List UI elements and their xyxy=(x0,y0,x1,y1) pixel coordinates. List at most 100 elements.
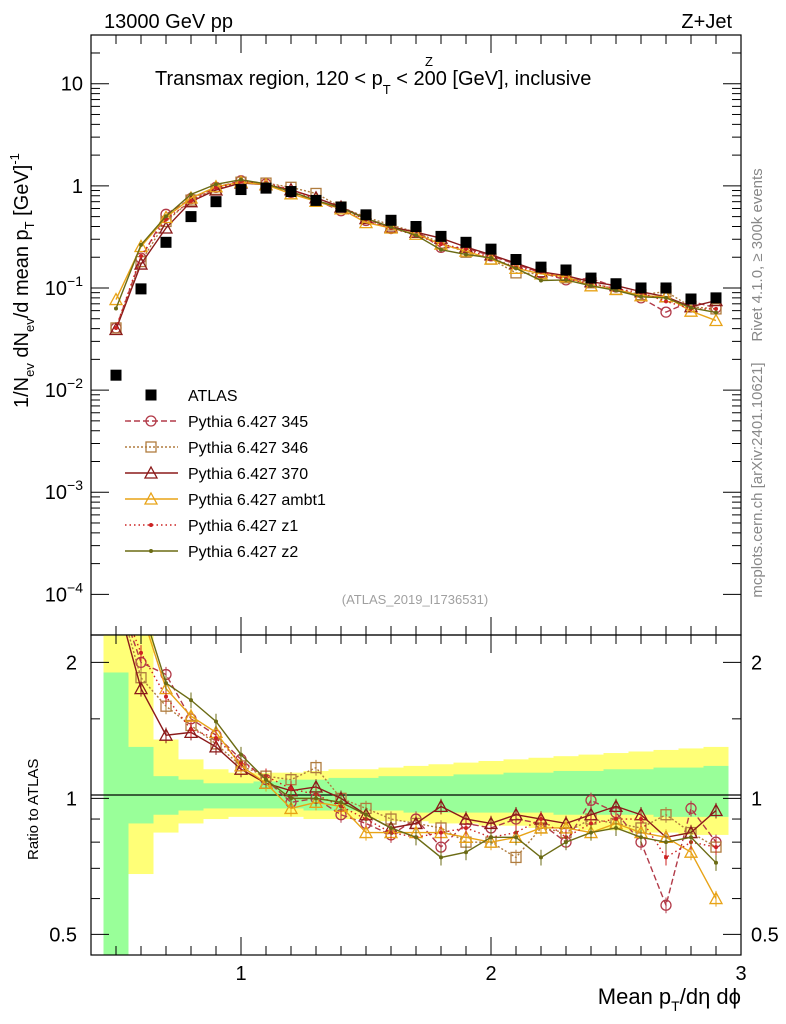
region-title-sub: T xyxy=(383,82,391,97)
main-series-point xyxy=(114,325,118,330)
y-main-axis-label: 1/Nev dNev/d mean pT [GeV]-1 xyxy=(7,153,37,408)
main-series-point xyxy=(139,242,143,247)
svg-text:Mean pT/dη dϕ: Mean pT/dη dϕ xyxy=(598,984,741,1014)
main-series-point xyxy=(158,210,174,224)
atlas-data-point xyxy=(360,209,372,221)
main-series-line xyxy=(115,181,717,322)
main-series-point xyxy=(589,283,593,288)
main-series-point xyxy=(133,239,149,253)
ratio-series-point xyxy=(189,727,193,732)
atlas-data-point xyxy=(135,283,147,295)
ratio-series-point xyxy=(264,777,268,782)
ratio-tick-label-right: 2 xyxy=(751,652,762,674)
legend: ATLAS Pythia 6.427 345 Pythia 6.427 346 Pyt… xyxy=(125,388,326,561)
x-tick-label: 3 xyxy=(735,963,746,985)
ratio-series-point xyxy=(164,681,168,686)
ratio-series-point xyxy=(464,825,468,830)
atlas-data-point xyxy=(610,278,622,290)
ratio-series-point xyxy=(489,835,493,840)
ratio-series-point xyxy=(239,752,243,757)
x-tick-label: 2 xyxy=(485,963,496,985)
ratio-series-point xyxy=(208,739,224,753)
main-series-point xyxy=(614,288,618,293)
main-series-point xyxy=(664,295,668,300)
main-series-point xyxy=(214,186,218,191)
atlas-data-point xyxy=(185,211,197,223)
atlas-data-point xyxy=(460,236,472,248)
main-series-point xyxy=(389,224,393,229)
legend-entry: Pythia 6.427 345 xyxy=(125,414,308,431)
ratio-series-point xyxy=(708,891,724,905)
ratio-series-point xyxy=(139,602,143,606)
ratio-series-point xyxy=(364,812,368,817)
legend-label: Pythia 6.427 370 xyxy=(188,466,308,483)
main-series-point xyxy=(514,266,518,271)
ratio-tick-label: 2 xyxy=(66,652,77,674)
main-series-point xyxy=(108,322,124,336)
ratio-series-point xyxy=(464,850,468,855)
main-series-line xyxy=(115,180,716,329)
ratio-series-point xyxy=(639,817,643,822)
ratio-series-point xyxy=(233,758,249,772)
y-tick-label: 1 xyxy=(72,176,83,198)
main-series-point xyxy=(189,199,193,204)
atlas-data-point xyxy=(285,186,297,198)
legend-label: Pythia 6.427 346 xyxy=(188,440,308,457)
atlas-data-point xyxy=(160,236,172,248)
main-series-point xyxy=(114,306,118,311)
main-series-point xyxy=(539,278,543,283)
main-series-point xyxy=(439,247,443,252)
ratio-series-point xyxy=(539,855,543,860)
main-series-point xyxy=(564,277,568,282)
ratio-series-point xyxy=(214,719,218,724)
ratio-band-inner xyxy=(403,776,429,813)
main-series-point xyxy=(464,252,468,257)
svg-text:Transmax region, 120 < pT < 20: Transmax region, 120 < pT < 200 [GeV], i… xyxy=(155,68,591,97)
ratio-series-point xyxy=(358,825,374,839)
ratio-tick-label-right: 0.5 xyxy=(751,924,779,946)
legend-entry: Pythia 6.427 370 xyxy=(125,465,308,483)
main-series-line xyxy=(115,180,717,329)
atlas-data-point xyxy=(635,282,647,294)
ratio-series-point xyxy=(689,835,693,840)
ratio-tick-label: 0.5 xyxy=(49,924,77,946)
ratio-band-inner xyxy=(503,772,529,813)
ratio-series-point xyxy=(564,840,568,845)
main-series-point xyxy=(714,310,718,315)
atlas-data-point xyxy=(435,230,447,242)
ratio-series-point xyxy=(533,820,549,834)
ratio-series-point xyxy=(664,855,668,860)
x-axis-label: Mean pT/dη dϕ xyxy=(598,984,741,1014)
ratio-series-point xyxy=(660,809,672,821)
main-series-point xyxy=(414,233,418,238)
ratio-series-point xyxy=(183,708,199,722)
ratio-tick-label-right: 1 xyxy=(751,788,762,810)
ratio-series-point xyxy=(439,830,443,835)
legend-marker xyxy=(145,389,157,401)
main-series-point xyxy=(189,192,193,197)
rivet-side-label: Rivet 4.1.0, ≥ 300k events xyxy=(749,168,766,341)
ratio-series-point xyxy=(708,803,724,817)
atlas-data-point xyxy=(410,220,422,232)
ratio-series-point xyxy=(639,835,643,840)
ratio-series-point xyxy=(289,786,293,791)
atlas-data-point xyxy=(510,254,522,266)
atlas-data-point xyxy=(335,201,347,213)
atlas-data-point xyxy=(235,184,247,196)
ratio-series-point xyxy=(614,825,618,830)
ratio-series-point xyxy=(589,830,593,835)
atlas-data-point xyxy=(535,261,547,273)
ratio-band-inner xyxy=(103,672,129,955)
region-title-b: < 200 [GeV], inclusive xyxy=(391,68,592,90)
legend-label: Pythia 6.427 z1 xyxy=(188,518,298,535)
y-tick-label: 10 xyxy=(61,74,83,96)
main-series-point xyxy=(214,182,218,187)
main-series-point xyxy=(708,313,724,327)
main-series-point xyxy=(639,294,643,299)
main-series-point xyxy=(239,177,243,182)
legend-entry: Pythia 6.427 z2 xyxy=(125,544,298,561)
ratio-series-point xyxy=(110,590,122,601)
main-series-point xyxy=(439,242,443,247)
legend-entry: Pythia 6.427 z1 xyxy=(125,518,298,535)
ratio-series-point xyxy=(283,801,299,815)
